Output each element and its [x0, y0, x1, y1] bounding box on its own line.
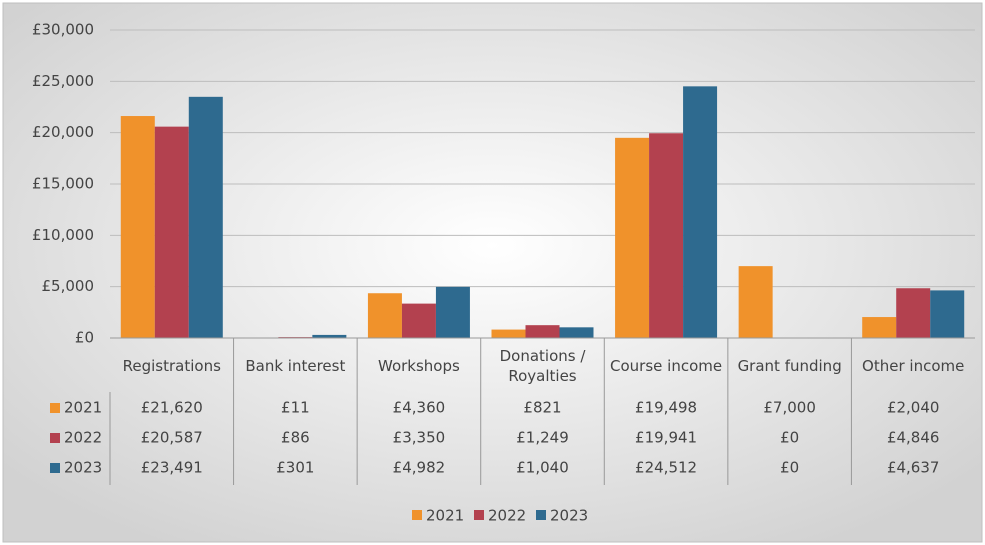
- table-series-label: 2021: [64, 399, 102, 417]
- table-value: £2,040: [887, 399, 940, 417]
- table-value: £19,941: [635, 429, 697, 447]
- legend-key: [412, 510, 422, 520]
- bar: [401, 303, 436, 338]
- table-value: £23,491: [141, 459, 203, 477]
- bar: [312, 334, 347, 338]
- legend-label: 2022: [488, 507, 526, 525]
- table-value: £4,637: [887, 459, 940, 477]
- table-value: £4,360: [393, 399, 446, 417]
- table-value: £86: [281, 429, 310, 447]
- bar: [367, 293, 402, 338]
- table-value: £4,846: [887, 429, 940, 447]
- table-value: £21,620: [141, 399, 203, 417]
- bar: [559, 327, 594, 338]
- bar: [435, 286, 470, 338]
- y-tick-label: £20,000: [32, 123, 94, 141]
- table-value: £11: [281, 399, 310, 417]
- legend-key: [536, 510, 546, 520]
- bar: [862, 317, 897, 338]
- y-tick-label: £5,000: [42, 277, 95, 295]
- bar: [120, 116, 155, 338]
- y-tick-label: £25,000: [32, 72, 94, 90]
- table-value: £4,982: [393, 459, 446, 477]
- table-value: £20,587: [141, 429, 203, 447]
- legend-key: [474, 510, 484, 520]
- bar: [525, 325, 560, 338]
- y-tick-label: £15,000: [32, 175, 94, 193]
- table-value: £0: [780, 459, 799, 477]
- table-value: £7,000: [763, 399, 816, 417]
- x-tick-label: Bank interest: [245, 357, 346, 375]
- bar: [154, 126, 189, 338]
- table-legend-key: [50, 403, 60, 413]
- bar: [188, 96, 223, 338]
- table-series-label: 2022: [64, 429, 102, 447]
- table-value: £19,498: [635, 399, 697, 417]
- bar: [930, 290, 965, 338]
- x-tick-label: Registrations: [122, 357, 221, 375]
- bar: [683, 86, 718, 338]
- legend-label: 2021: [426, 507, 464, 525]
- table-value: £24,512: [635, 459, 697, 477]
- table-legend-key: [50, 463, 60, 473]
- table-value: £3,350: [393, 429, 446, 447]
- x-tick-label: Donations / Royalties: [499, 347, 586, 385]
- x-tick-label: Workshops: [378, 357, 460, 375]
- y-tick-label: £30,000: [32, 21, 94, 39]
- bar: [896, 288, 931, 338]
- table-value: £0: [780, 429, 799, 447]
- y-tick-label: £10,000: [32, 226, 94, 244]
- bar: [649, 133, 684, 338]
- table-value: £821: [523, 399, 561, 417]
- table-series-label: 2023: [64, 459, 102, 477]
- bar: [738, 266, 773, 338]
- table-value: £1,040: [516, 459, 569, 477]
- table-value: £301: [276, 459, 314, 477]
- table-legend-key: [50, 433, 60, 443]
- bar: [615, 137, 650, 338]
- x-tick-label: Course income: [610, 357, 723, 375]
- y-tick-label: £0: [75, 329, 94, 347]
- x-tick-label: Other income: [862, 357, 965, 375]
- table-value: £1,249: [516, 429, 569, 447]
- legend-label: 2023: [550, 507, 588, 525]
- bar: [491, 329, 526, 338]
- x-tick-label: Grant funding: [737, 357, 842, 375]
